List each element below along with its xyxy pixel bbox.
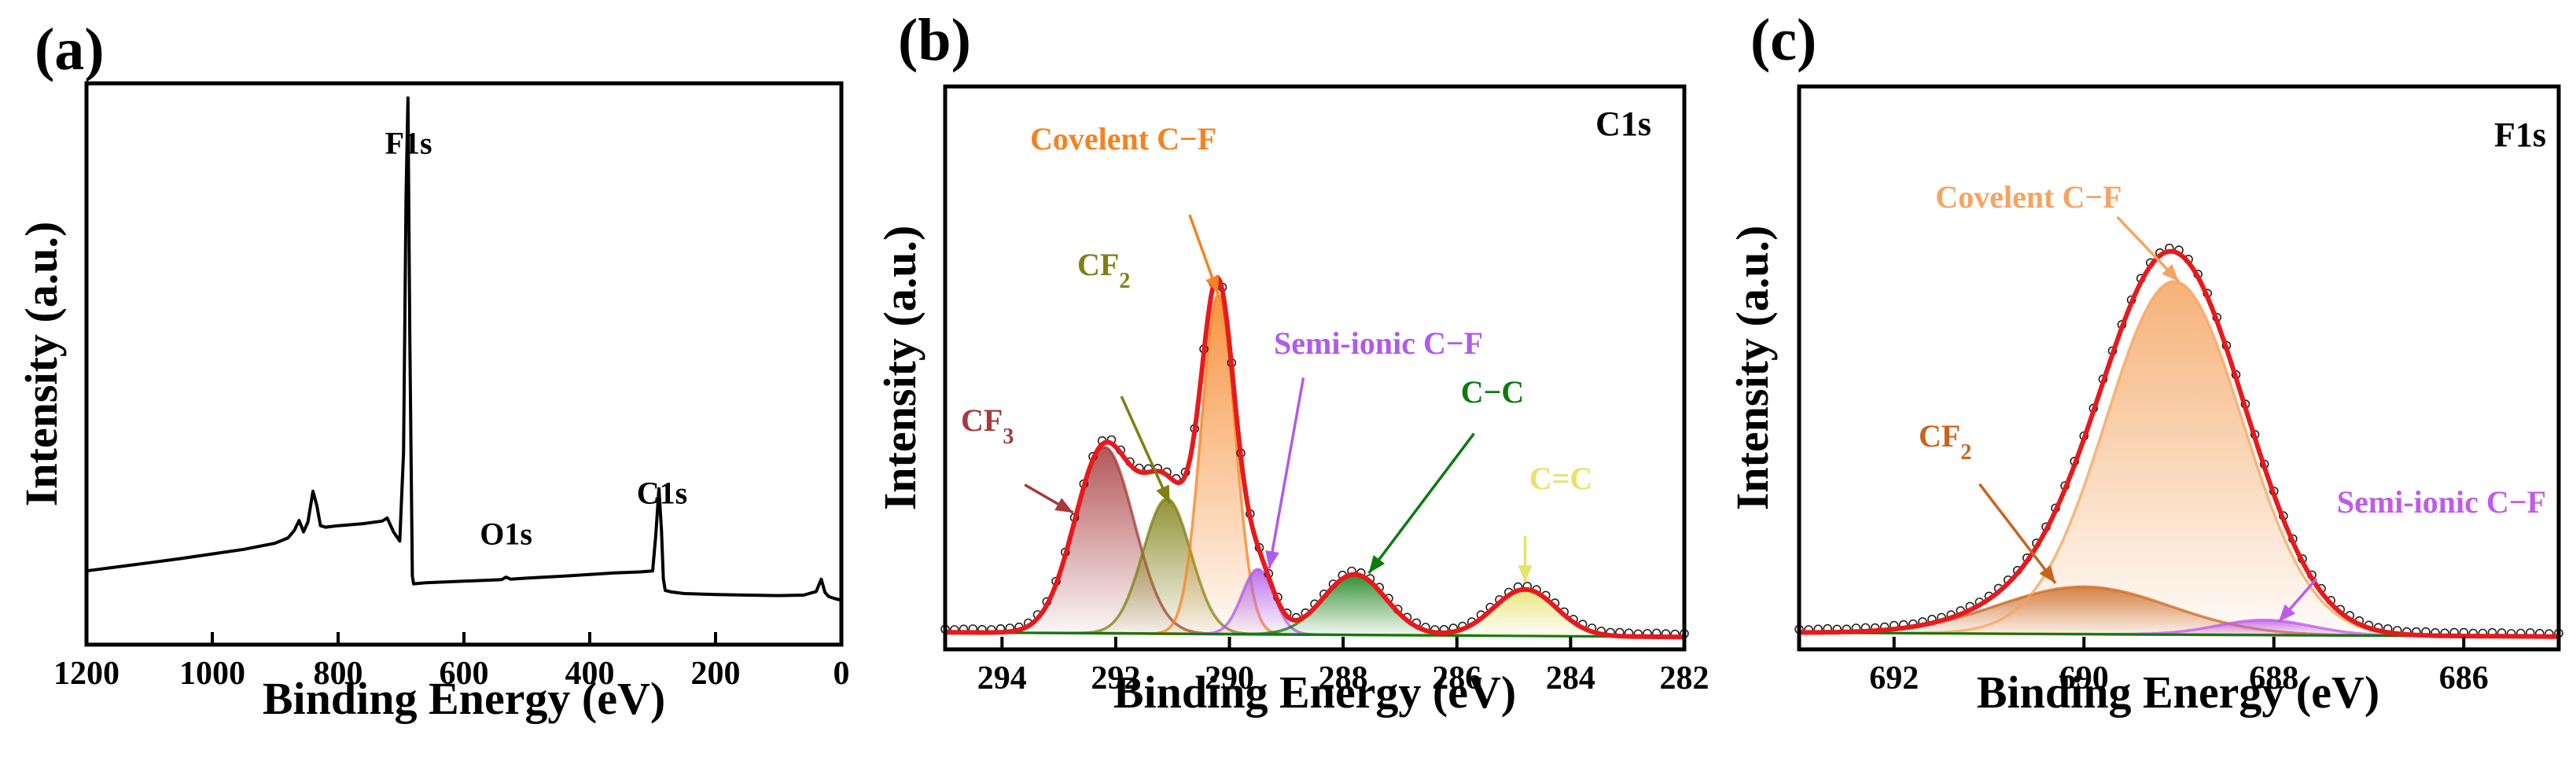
annotation-covelent-c-f-arrowhead: [2162, 264, 2179, 282]
panel-a-y-axis-title: Intensity (a.u.): [16, 222, 67, 507]
x-tick-label: 692: [1869, 660, 1919, 697]
panel-b-label: (b): [898, 7, 971, 73]
annotation-cf2-arrow: [1120, 395, 1172, 505]
x-tick-label: 690: [2059, 660, 2109, 697]
fit-envelope-line: [944, 275, 1685, 640]
panel-b-x-ticks: 294 292 290 288 286 284 282: [977, 637, 1709, 697]
annotation-covelent-c-f-label-text: Covelent C−F: [1030, 121, 1216, 156]
annotation-covelent-c-f-label-text: Covelent C−F: [1935, 179, 2122, 215]
annotation-covelent-c-f-arrowhead: [1205, 275, 1220, 294]
panel-a-plot-area: [86, 96, 842, 602]
annotation-semi-ionic-c-f-arrowhead: [2278, 604, 2296, 623]
panel-a-peak-labels: F1s O1s C1s: [385, 126, 688, 552]
annotation-cf2-label: CF2: [1077, 247, 1130, 293]
annotation-cf3-label-subscript: 3: [1003, 425, 1014, 449]
baseline-line: [944, 630, 1685, 638]
peak-label-c1s: C1s: [637, 475, 687, 510]
x-tick-label: 294: [977, 660, 1027, 697]
panel-c-plot-area: [1794, 243, 2563, 639]
x-tick-label: 400: [565, 656, 615, 692]
x-tick-label: 284: [1546, 660, 1595, 697]
fit-envelope-line: [1799, 248, 2559, 639]
panel-b-x-axis-title: Binding Energy (eV): [1113, 667, 1516, 718]
panel-a-x-ticks: 1200 1000 800 600 400 200 0: [53, 632, 850, 692]
panel-c-x-ticks: 692 690 688 686: [1869, 637, 2489, 697]
panel-c-f1s: (c) 692 690 688 686 F1s Binding Energy (eV)…: [1727, 7, 2563, 718]
x-tick-label: 288: [1319, 660, 1368, 697]
annotation-cf2-label-text: CF: [1919, 418, 1960, 454]
panel-a-label: (a): [35, 17, 105, 83]
panel-b-frame: [943, 84, 1687, 652]
annotation-c-c-label: C−C: [1461, 374, 1525, 410]
x-tick-label: 688: [2249, 660, 2298, 697]
panel-c-frame: [1797, 84, 2561, 652]
annotation-c-c-label: C=C: [1529, 461, 1593, 496]
panel-b-c1s: (b) 294 292 290 288 286 284 282 C1s Binding En…: [874, 7, 1709, 718]
survey-spectrum-line: [86, 96, 842, 602]
annotation-cf2-arrowhead: [2039, 564, 2056, 583]
panel-b-y-axis-title: Intensity (a.u.): [874, 226, 926, 511]
panel-b-corner-label: C1s: [1595, 105, 1651, 143]
annotation-cf3-arrowhead: [1054, 498, 1073, 513]
x-tick-label: 600: [440, 656, 489, 692]
annotation-covelent-c-f-label: Covelent C−F: [1935, 179, 2122, 215]
peak-label-o1s: O1s: [480, 516, 532, 552]
panel-a-frame: [84, 81, 844, 647]
panel-c-x-axis-title: Binding Energy (eV): [1977, 667, 2379, 718]
annotation-semi-ionic-c-f-arrow: [1268, 377, 1305, 569]
annotation-cf2-arrow: [1978, 483, 2057, 584]
annotation-semi-ionic-c-f-label: Semi-ionic C−F: [2337, 484, 2546, 520]
annotation-covelent-c-f-label: Covelent C−F: [1030, 121, 1216, 156]
annotation-semi-ionic-c-f-label-text: Semi-ionic C−F: [1274, 325, 1483, 361]
x-tick-label: 0: [834, 656, 850, 692]
x-tick-label: 686: [2439, 660, 2489, 697]
x-tick-label: 290: [1205, 660, 1254, 697]
x-tick-label: 1000: [179, 656, 245, 692]
annotation-cf2-label-text: CF: [1077, 247, 1119, 282]
panel-c-annotations: CF2 Covelent C−F Semi-ionic C−F: [1919, 179, 2546, 623]
annotation-c-c-label-text: C=C: [1529, 461, 1593, 496]
panel-a-x-axis-title: Binding Energy (eV): [263, 673, 665, 724]
annotation-cf2-label-subscript: 2: [1119, 269, 1130, 293]
panel-c-label: (c): [1750, 7, 1816, 73]
annotation-c-c-label-text: C−C: [1461, 374, 1525, 410]
x-tick-label: 286: [1432, 660, 1481, 697]
x-tick-label: 292: [1091, 660, 1140, 697]
annotation-cf3-label: CF3: [961, 403, 1014, 449]
annotation-cf2-arrowhead: [1156, 484, 1170, 504]
panel-c-y-axis-title: Intensity (a.u.): [1727, 226, 1778, 511]
x-tick-label: 200: [691, 656, 741, 692]
panel-c-corner-label: F1s: [2494, 116, 2546, 154]
annotation-cf2-label-subscript: 2: [1960, 440, 1971, 465]
annotation-semi-ionic-c-f-arrowhead: [1265, 550, 1279, 569]
peak-label-f1s: F1s: [385, 126, 432, 161]
annotation-cf3-label-text: CF: [961, 403, 1003, 438]
x-tick-label: 282: [1660, 660, 1709, 697]
annotation-c-c-arrow: [1367, 432, 1475, 575]
annotation-semi-ionic-c-f-label-text: Semi-ionic C−F: [2337, 484, 2546, 520]
component-peak-covelent-c-f: [1900, 280, 2449, 638]
annotation-c-c-arrowhead: [1518, 564, 1533, 583]
panel-a-survey: (a) 1200 1000 800 600 400 200 0 Binding Energy…: [16, 17, 850, 724]
x-tick-label: 1200: [53, 656, 120, 692]
annotation-semi-ionic-c-f-label: Semi-ionic C−F: [1274, 325, 1483, 361]
annotation-cf2-label: CF2: [1919, 418, 1971, 465]
annotation-c-c-arrowhead: [1368, 555, 1386, 574]
x-tick-label: 800: [314, 656, 363, 692]
